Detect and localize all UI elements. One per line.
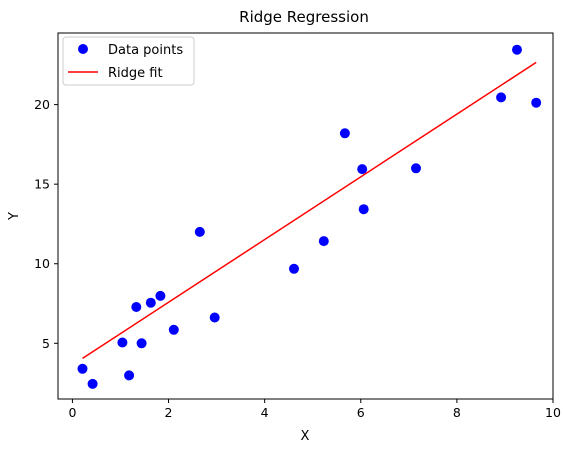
y-tick-label: 10 [34,256,50,271]
data-point-17 [411,163,421,174]
x-tick-label: 8 [453,405,461,420]
x-tick-label: 2 [165,405,173,420]
data-point-18 [496,92,507,103]
data-point-6 [136,338,147,349]
data-point-20 [531,97,542,108]
data-point-10 [194,226,205,237]
x-tick-label: 0 [68,405,76,420]
data-point-2 [87,378,98,389]
data-point-12 [289,263,299,274]
plot-area [77,44,542,389]
x-tick-label: 6 [357,405,365,420]
data-point-7 [145,297,156,308]
data-point-16 [358,204,369,215]
x-axis-label: X [301,429,310,444]
data-point-3 [117,337,128,348]
data-point-1 [77,363,88,374]
legend-box [62,36,195,86]
y-tick-label: 15 [34,177,50,192]
data-point-15 [357,164,368,175]
data-point-5 [131,302,142,312]
y-tick-label: 20 [34,97,50,112]
legend-marker-data-points [78,44,88,54]
x-tick-label: 10 [545,405,561,420]
ridge-fit-line [82,61,537,360]
y-axis-label: Y [7,212,22,221]
data-point-8 [155,290,166,301]
y-tick-label: 5 [42,336,50,351]
legend-label-data-points: Data points [108,43,183,58]
data-point-9 [168,324,179,335]
data-point-14 [339,128,350,139]
y-axis-ticks: 5 10 15 20 [34,97,58,351]
axes-frame [57,32,554,400]
chart-title: Ridge Regression [239,8,369,26]
data-point-19 [512,44,522,55]
x-tick-label: 4 [261,405,269,420]
data-point-13 [318,236,329,247]
data-point-11 [209,312,220,323]
data-point-4 [124,370,135,381]
legend-label-ridge-fit: Ridge fit [108,66,163,81]
legend: Data points Ridge fit [62,36,195,86]
x-axis-ticks: 0 2 4 6 8 10 [68,399,561,420]
